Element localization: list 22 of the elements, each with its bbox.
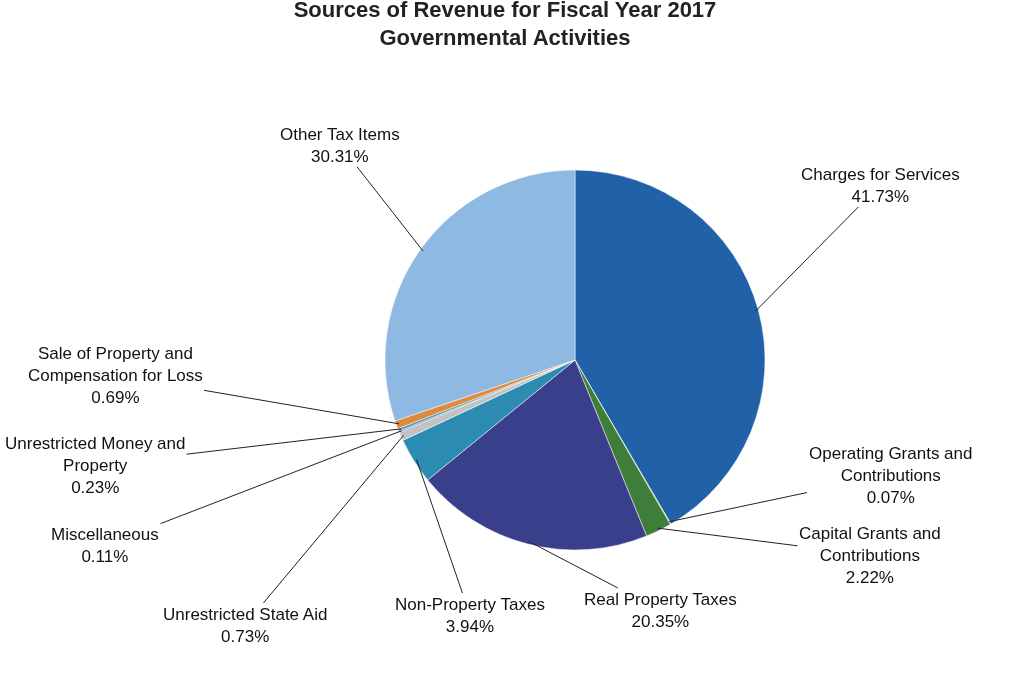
data-label: 0.69%	[91, 388, 140, 408]
data-label: 41.73%	[851, 187, 910, 207]
data-label: 20.35%	[631, 612, 690, 632]
chart-subtitle: Governmental Activities	[379, 25, 631, 51]
slice-label: Unrestricted Money and Property	[5, 434, 186, 476]
slice-label: Operating Grants and Contributions	[809, 444, 973, 486]
slice-label: Miscellaneous	[51, 525, 159, 544]
slice-label: Real Property Taxes	[584, 590, 737, 609]
data-label: 0.07%	[866, 488, 915, 508]
slice-label: Unrestricted State Aid	[163, 605, 328, 624]
data-label: 30.31%	[311, 147, 369, 167]
data-label: 0.23%	[71, 478, 120, 498]
data-label: 3.94%	[445, 617, 495, 637]
slice-label: Capital Grants and Contributions	[799, 524, 941, 566]
data-label: 0.11%	[81, 547, 129, 567]
data-label: 0.73%	[221, 627, 270, 647]
chart-title: Sources of Revenue for Fiscal Year 2017	[293, 0, 717, 22]
slice-label: Charges for Services	[801, 165, 960, 184]
data-label: 2.22%	[845, 568, 894, 588]
slice-label: Other Tax Items	[280, 125, 400, 144]
slice-label: Non-Property Taxes	[395, 595, 545, 614]
slice-label: Sale of Property and Compensation for Loss	[28, 344, 203, 386]
